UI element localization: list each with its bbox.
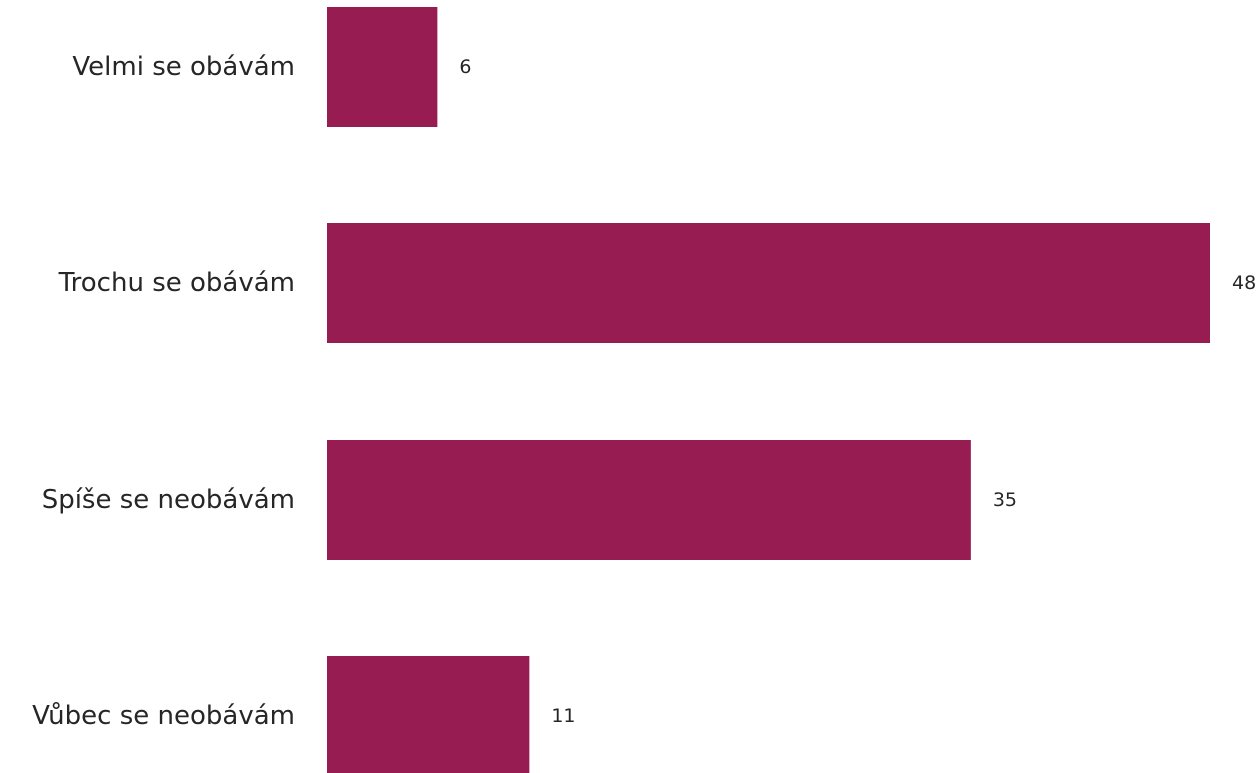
bar-3: [327, 656, 530, 773]
value-label-0: 6: [459, 56, 471, 78]
bars-layer: [327, 7, 1210, 773]
category-label-1: Trochu se obávám: [58, 268, 295, 298]
bar-2: [327, 440, 971, 560]
bar-1: [327, 223, 1210, 343]
category-labels: Velmi se obávám Trochu se obávám Spíše se …: [32, 52, 295, 731]
category-label-3: Vůbec se neobávám: [32, 701, 295, 731]
value-label-2: 35: [993, 489, 1017, 511]
value-labels: 6 48 35 11: [459, 56, 1256, 727]
value-label-1: 48: [1232, 272, 1256, 294]
value-label-3: 11: [551, 705, 575, 727]
category-label-0: Velmi se obávám: [72, 52, 295, 82]
category-label-2: Spíše se neobávám: [42, 485, 295, 515]
bar-0: [327, 7, 438, 127]
